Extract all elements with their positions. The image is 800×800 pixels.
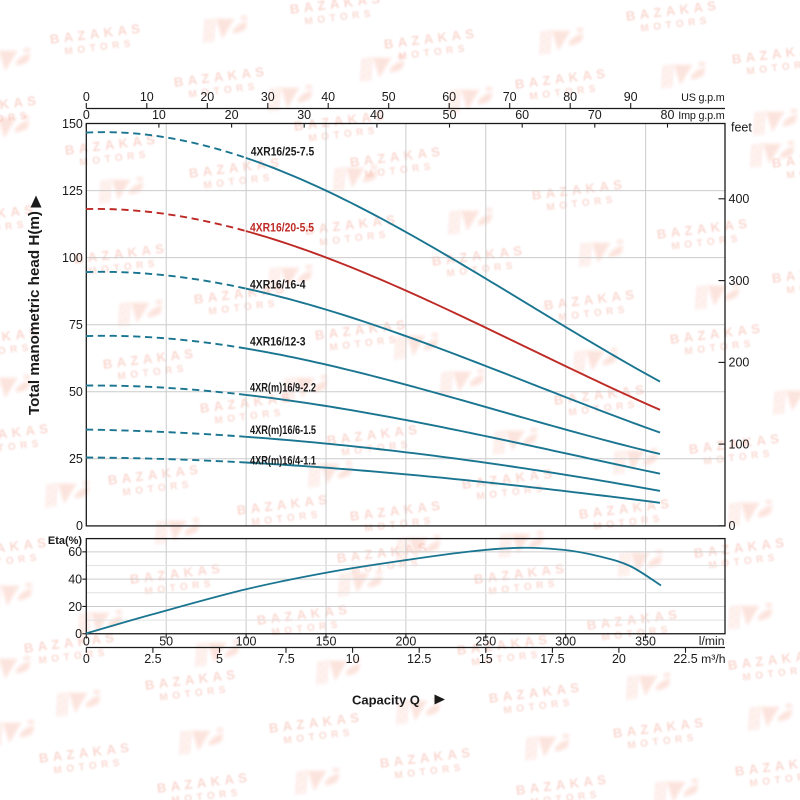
svg-text:US g.p.m: US g.p.m [681, 92, 725, 104]
svg-text:0: 0 [83, 634, 90, 648]
svg-text:Eta(%): Eta(%) [48, 535, 83, 547]
svg-text:90: 90 [624, 90, 638, 104]
svg-text:20: 20 [200, 90, 214, 104]
svg-text:300: 300 [555, 634, 576, 648]
svg-text:20: 20 [612, 652, 626, 666]
svg-text:4XR(m)16/9-2.2: 4XR(m)16/9-2.2 [250, 381, 316, 395]
svg-text:350: 350 [635, 634, 656, 648]
svg-text:70: 70 [588, 108, 602, 122]
svg-text:10: 10 [152, 108, 166, 122]
svg-text:4XR(m)16/4-1.1: 4XR(m)16/4-1.1 [250, 454, 316, 468]
svg-text:300: 300 [729, 274, 750, 288]
svg-text:40: 40 [68, 572, 82, 586]
svg-text:150: 150 [62, 117, 83, 131]
svg-text:20: 20 [68, 600, 82, 614]
svg-text:4XR16/25-7.5: 4XR16/25-7.5 [251, 145, 315, 159]
svg-text:0: 0 [729, 519, 736, 533]
svg-text:60: 60 [442, 90, 456, 104]
svg-text:100: 100 [62, 251, 83, 265]
svg-text:125: 125 [62, 184, 83, 198]
svg-text:MOTORS: MOTORS [530, 789, 602, 800]
svg-text:60: 60 [515, 108, 529, 122]
svg-text:15: 15 [479, 652, 493, 666]
svg-text:0: 0 [83, 90, 90, 104]
svg-text:70: 70 [503, 90, 517, 104]
svg-text:50: 50 [159, 634, 173, 648]
svg-text:30: 30 [261, 90, 275, 104]
svg-text:200: 200 [729, 356, 750, 370]
svg-text:4XR16/12-3: 4XR16/12-3 [250, 334, 306, 348]
svg-text:30: 30 [297, 108, 311, 122]
svg-text:50: 50 [382, 90, 396, 104]
svg-text:4XR(m)16/6-1.5: 4XR(m)16/6-1.5 [250, 423, 316, 437]
svg-text:0: 0 [76, 519, 83, 533]
svg-text:22.5: 22.5 [673, 652, 697, 666]
svg-text:400: 400 [729, 192, 750, 206]
svg-text:10: 10 [346, 652, 360, 666]
svg-text:Total manometric head H(m): Total manometric head H(m) [26, 211, 43, 415]
svg-text:Imp g.p.m: Imp g.p.m [678, 110, 724, 122]
svg-text:12.5: 12.5 [407, 652, 431, 666]
svg-text:BAZAKAS: BAZAKAS [771, 259, 800, 285]
svg-text:Capacity Q: Capacity Q [352, 693, 420, 708]
svg-text:5: 5 [216, 652, 223, 666]
svg-text:40: 40 [370, 108, 384, 122]
svg-text:100: 100 [236, 634, 257, 648]
svg-text:17.5: 17.5 [540, 652, 564, 666]
svg-text:0: 0 [83, 652, 90, 666]
svg-text:l/min: l/min [699, 634, 725, 648]
svg-text:80: 80 [563, 90, 577, 104]
svg-text:60: 60 [68, 545, 82, 559]
svg-text:75: 75 [69, 318, 83, 332]
svg-text:80: 80 [661, 108, 675, 122]
svg-text:40: 40 [321, 90, 335, 104]
svg-text:50: 50 [443, 108, 457, 122]
svg-text:20: 20 [225, 108, 239, 122]
svg-text:2.5: 2.5 [144, 652, 161, 666]
svg-text:MOTORS: MOTORS [0, 552, 42, 572]
svg-text:25: 25 [69, 452, 83, 466]
svg-text:m³/h: m³/h [701, 652, 725, 666]
svg-text:MOTORS: MOTORS [0, 438, 44, 458]
svg-text:feet: feet [731, 121, 752, 135]
svg-text:100: 100 [729, 437, 750, 451]
svg-text:50: 50 [69, 385, 83, 399]
svg-text:0: 0 [75, 627, 82, 641]
svg-text:0: 0 [83, 108, 90, 122]
svg-text:250: 250 [475, 634, 496, 648]
svg-text:4XR16/16-4: 4XR16/16-4 [250, 277, 306, 291]
svg-text:150: 150 [316, 634, 337, 648]
svg-text:200: 200 [395, 634, 416, 648]
svg-text:10: 10 [140, 90, 154, 104]
svg-text:MOTORS: MOTORS [0, 219, 29, 239]
svg-text:4XR16/20-5.5: 4XR16/20-5.5 [250, 220, 314, 234]
svg-text:7.5: 7.5 [277, 652, 294, 666]
